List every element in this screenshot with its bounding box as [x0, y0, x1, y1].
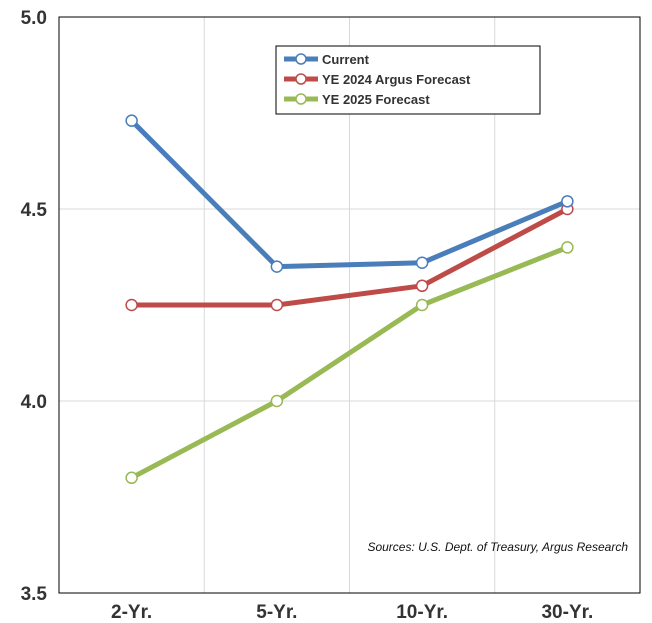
- series-line: [129, 118, 570, 270]
- series-line: [129, 206, 570, 308]
- x-tick-label: 5-Yr.: [256, 602, 297, 623]
- series-line: [129, 244, 570, 481]
- legend-swatch-marker: [295, 73, 307, 85]
- y-tick-label: 3.5: [21, 584, 48, 605]
- plot-area-border: [58, 16, 641, 594]
- y-tick-label: 5.0: [21, 8, 47, 29]
- x-axis-tick-labels: 2-Yr. 5-Yr. 10-Yr. 30-Yr.: [111, 602, 593, 623]
- data-point-marker: [561, 241, 574, 254]
- data-point-marker: [125, 471, 138, 485]
- source-annotation: Sources: U.S. Dept. of Treasury, Argus R…: [367, 540, 628, 554]
- x-tick-label: 30-Yr.: [541, 602, 593, 623]
- data-point-marker: [125, 114, 138, 127]
- data-point-marker: [561, 195, 574, 208]
- legend-box: [275, 45, 541, 115]
- data-point-marker: [415, 256, 429, 270]
- data-point-marker: [270, 298, 284, 312]
- series-lines: [125, 114, 574, 485]
- legend-swatch-marker: [295, 53, 307, 65]
- y-tick-label: 4.0: [21, 392, 47, 413]
- data-point-marker: [270, 394, 284, 408]
- data-point-marker: [415, 279, 429, 293]
- data-point-marker: [125, 298, 138, 312]
- legend-label: YE 2024 Argus Forecast: [322, 72, 471, 87]
- legend-label: Current: [322, 52, 370, 67]
- legend-label: YE 2025 Forecast: [322, 92, 430, 107]
- y-axis-tick-labels: 5.0 4.5 4.0 3.5: [21, 8, 48, 605]
- legend-swatch-marker: [295, 93, 307, 105]
- x-tick-label: 2-Yr.: [111, 602, 152, 623]
- y-tick-label: 4.5: [21, 200, 48, 221]
- data-point-marker: [415, 298, 429, 312]
- x-tick-label: 10-Yr.: [396, 602, 448, 623]
- data-point-marker: [270, 260, 284, 273]
- legend: Current YE 2024 Argus Forecast YE 2025 For…: [275, 45, 541, 115]
